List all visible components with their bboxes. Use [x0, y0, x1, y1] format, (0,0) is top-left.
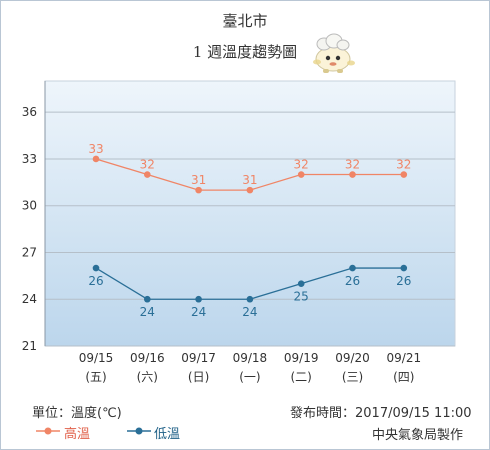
data-point: [246, 186, 254, 194]
data-label: 31: [191, 173, 206, 187]
data-label: 25: [294, 290, 309, 304]
data-point: [144, 295, 151, 303]
legend-high-marker: [36, 427, 60, 435]
data-point: [195, 295, 202, 303]
data-point: [400, 264, 408, 272]
data-label: 24: [242, 305, 257, 319]
data-label: 26: [88, 274, 103, 288]
data-label: 32: [294, 158, 309, 172]
data-point: [92, 155, 100, 163]
data-label: 32: [140, 158, 155, 172]
data-label: 24: [191, 305, 206, 319]
y-tick-label: 21: [22, 339, 37, 353]
y-tick-label: 33: [22, 152, 37, 166]
data-label: 24: [140, 305, 155, 319]
data-label: 26: [396, 274, 411, 288]
legend-low-label: 低溫: [154, 427, 181, 442]
x-weekday-label: (三): [342, 370, 363, 384]
legend-high-label: 高溫: [64, 427, 91, 442]
data-label: 31: [242, 173, 257, 187]
data-point: [400, 171, 408, 178]
x-weekday-label: (五): [85, 370, 106, 384]
x-weekday-label: (二): [291, 370, 312, 384]
data-point: [246, 295, 254, 303]
x-weekday-label: (六): [137, 370, 158, 384]
data-point: [144, 171, 151, 178]
y-tick-label: 27: [22, 245, 37, 259]
data-label: 32: [396, 158, 411, 172]
chart-subtitle: 1 週溫度趨勢圖: [192, 43, 298, 61]
data-point: [92, 264, 100, 272]
data-point: [195, 186, 202, 194]
y-tick-label: 30: [22, 199, 37, 213]
data-point: [297, 280, 305, 287]
x-tick-label: 09/19: [284, 351, 319, 365]
data-label: 33: [88, 142, 103, 156]
x-tick-label: 09/20: [335, 351, 370, 365]
x-weekday-label: (一): [239, 370, 260, 384]
data-point: [349, 264, 356, 272]
legend-low-marker: [127, 427, 151, 435]
x-tick-label: 09/17: [181, 351, 216, 365]
chart-title: 臺北市: [222, 12, 268, 30]
x-tick-label: 09/18: [233, 351, 268, 365]
data-point: [349, 171, 356, 178]
y-tick-label: 36: [22, 105, 37, 119]
publish-time: 發布時間：2017/09/15 11:00: [290, 406, 472, 421]
x-tick-label: 09/16: [130, 351, 165, 365]
unit-label: 單位：溫度(℃): [32, 406, 122, 421]
data-label: 32: [345, 158, 360, 172]
x-tick-label: 09/15: [79, 351, 114, 365]
producer-label: 中央氣象局製作: [372, 428, 464, 443]
x-weekday-label: (四): [393, 370, 414, 384]
weather-mascot-icon: [313, 33, 355, 73]
y-tick-label: 24: [22, 292, 37, 306]
data-label: 26: [345, 274, 360, 288]
x-tick-label: 09/21: [387, 351, 422, 365]
x-weekday-label: (日): [188, 370, 209, 384]
data-point: [297, 171, 305, 178]
